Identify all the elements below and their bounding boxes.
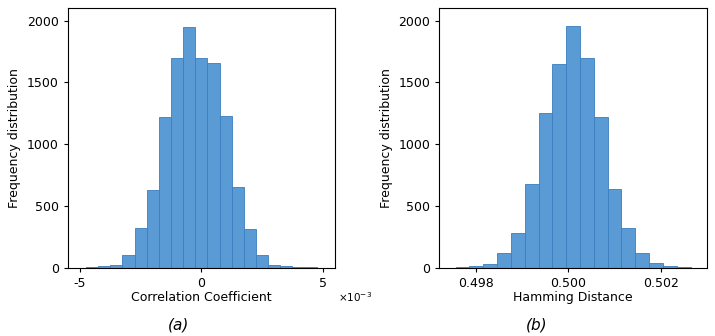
Text: (a): (a) — [168, 318, 189, 333]
Bar — [98, 266, 110, 268]
Bar — [207, 63, 220, 268]
Bar — [195, 58, 207, 268]
Bar — [292, 267, 305, 268]
Bar — [256, 255, 268, 268]
Bar — [244, 229, 256, 268]
Bar — [268, 265, 280, 268]
Y-axis label: Frequency distribution: Frequency distribution — [9, 68, 21, 208]
X-axis label: Correlation Coefficient: Correlation Coefficient — [131, 291, 272, 304]
Bar — [608, 189, 621, 268]
Bar — [676, 267, 691, 268]
Bar — [159, 117, 171, 268]
Bar — [455, 267, 470, 268]
Bar — [232, 187, 244, 268]
Bar — [134, 228, 147, 268]
Bar — [183, 27, 195, 268]
Bar — [171, 58, 183, 268]
Bar — [525, 184, 538, 268]
Bar — [280, 266, 292, 268]
Text: (b): (b) — [526, 318, 547, 333]
Bar — [663, 266, 676, 268]
Y-axis label: Frequency distribution: Frequency distribution — [380, 68, 393, 208]
Text: $\times10^{-3}$: $\times10^{-3}$ — [337, 290, 372, 304]
Bar — [580, 58, 593, 268]
X-axis label: Hamming Distance: Hamming Distance — [513, 291, 633, 304]
Bar — [483, 264, 497, 268]
Bar — [122, 255, 134, 268]
Bar — [86, 267, 98, 268]
Bar — [147, 190, 159, 268]
Bar — [220, 116, 232, 268]
Bar — [593, 117, 608, 268]
Bar — [552, 64, 566, 268]
Bar — [497, 253, 511, 268]
Bar — [566, 26, 580, 268]
Bar — [110, 265, 122, 268]
Bar — [538, 113, 552, 268]
Bar — [649, 263, 663, 268]
Bar — [511, 233, 525, 268]
Bar — [621, 228, 635, 268]
Bar — [470, 266, 483, 268]
Bar — [635, 253, 649, 268]
